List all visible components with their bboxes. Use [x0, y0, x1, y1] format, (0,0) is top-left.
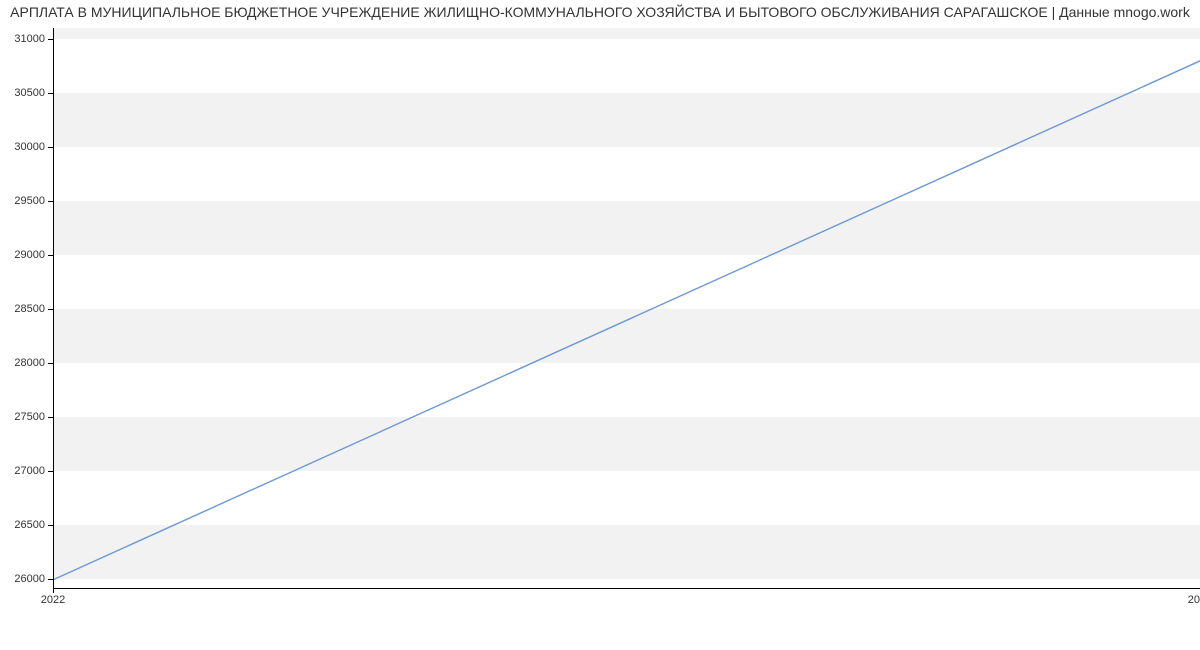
y-tick-label: 28000	[0, 357, 45, 369]
y-tick-mark	[48, 93, 53, 94]
salary-chart: АРПЛАТА В МУНИЦИПАЛЬНОЕ БЮДЖЕТНОЕ УЧРЕЖД…	[0, 0, 1200, 650]
plot-area	[53, 28, 1200, 589]
series-line	[54, 60, 1200, 579]
y-tick-mark	[48, 147, 53, 148]
y-tick-label: 27500	[0, 411, 45, 423]
y-tick-label: 29000	[0, 249, 45, 261]
y-tick-label: 31000	[0, 33, 45, 45]
y-tick-mark	[48, 255, 53, 256]
y-tick-label: 30000	[0, 141, 45, 153]
y-tick-mark	[48, 417, 53, 418]
y-tick-mark	[48, 39, 53, 40]
chart-title: АРПЛАТА В МУНИЦИПАЛЬНОЕ БЮДЖЕТНОЕ УЧРЕЖД…	[0, 4, 1200, 20]
y-tick-mark	[48, 525, 53, 526]
y-tick-label: 30500	[0, 87, 45, 99]
y-tick-mark	[48, 471, 53, 472]
y-tick-mark	[48, 201, 53, 202]
y-tick-label: 27000	[0, 465, 45, 477]
y-tick-label: 29500	[0, 195, 45, 207]
x-tick-label: 2024	[1188, 594, 1200, 606]
y-tick-label: 26000	[0, 573, 45, 585]
y-tick-mark	[48, 363, 53, 364]
y-tick-mark	[48, 309, 53, 310]
x-tick-label: 2022	[41, 594, 65, 606]
y-tick-label: 26500	[0, 519, 45, 531]
y-tick-mark	[48, 579, 53, 580]
y-tick-label: 28500	[0, 303, 45, 315]
x-tick-mark	[53, 588, 54, 593]
line-series	[54, 28, 1200, 588]
